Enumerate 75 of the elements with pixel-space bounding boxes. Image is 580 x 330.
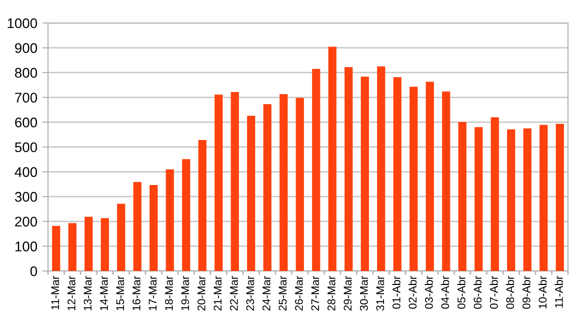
bar: [117, 204, 126, 271]
bar: [556, 124, 564, 271]
x-tick-label: 19-Mar: [181, 276, 190, 310]
x-tick-label: 30-Mar: [360, 276, 368, 311]
x-tick-label: 11-Abr: [554, 276, 563, 308]
x-tick-label: 20-Mar: [197, 276, 206, 310]
x-tick-label: 22-Mar: [230, 276, 238, 310]
bar: [182, 159, 190, 271]
bar: [393, 77, 402, 271]
x-tick-label: 23-Mar: [246, 276, 254, 310]
bar: [52, 226, 60, 271]
x-tick-label: 25-Mar: [278, 276, 287, 310]
bar: [133, 182, 142, 271]
bar: [360, 76, 369, 271]
bar: [150, 184, 158, 271]
bar: [344, 67, 353, 271]
x-tick-label: 10-Abr: [538, 276, 547, 308]
x-tick-label: 24-Mar: [262, 276, 270, 310]
x-tick-label: 06-Abr: [473, 276, 482, 309]
x-tick-label: 27-Mar: [311, 276, 320, 310]
x-tick-label: 14-Mar: [100, 276, 108, 310]
x-tick-label: 05-Abr: [457, 276, 466, 309]
bar: [523, 128, 532, 271]
bar: [377, 66, 386, 271]
y-tick-label: 1000: [8, 18, 38, 28]
bar: [230, 92, 239, 271]
x-tick-label: 15-Mar: [116, 276, 124, 310]
x-tick-label: 03-Abr: [424, 276, 433, 309]
bar: [166, 169, 174, 271]
bar: [263, 104, 272, 271]
bar: [84, 216, 93, 271]
y-tick-label: 0: [30, 266, 38, 276]
bar: [410, 86, 418, 271]
x-tick-label: 02-Abr: [408, 276, 417, 309]
bar: [68, 223, 76, 271]
y-tick-label: 200: [15, 216, 38, 227]
y-tick-label: 100: [15, 242, 38, 252]
x-tick-label: 28-Mar: [327, 276, 336, 310]
x-tick-label: 26-Mar: [294, 276, 303, 310]
x-tick-label: 17-Mar: [148, 276, 157, 310]
x-tick-label: 31-Mar: [376, 276, 384, 311]
bar: [296, 98, 304, 271]
x-tick-label: 13-Mar: [84, 276, 92, 310]
x-tick-label: 29-Mar: [344, 276, 352, 310]
x-tick-label: 16-Mar: [132, 276, 140, 310]
bar: [100, 218, 109, 271]
bar: [426, 82, 434, 271]
x-tick-label: 07-Abr: [490, 276, 498, 309]
bar: [540, 124, 548, 271]
x-tick-label: 09-Abr: [522, 276, 530, 309]
y-tick-label: 800: [15, 68, 38, 78]
x-tick-label: 18-Mar: [164, 276, 173, 310]
bar: [247, 116, 256, 271]
bar: [458, 122, 466, 271]
bar: [507, 129, 516, 271]
bar: [328, 46, 336, 271]
bar: [490, 117, 499, 271]
x-tick-label: 21-Mar: [214, 276, 222, 310]
y-tick-label: 300: [14, 192, 38, 202]
y-tick-label: 400: [14, 167, 38, 177]
x-tick-label: 01-Abr: [392, 276, 400, 309]
x-tick-label: 04-Abr: [440, 276, 450, 309]
bar: [312, 68, 320, 271]
x-tick-label: 11-Mar: [51, 276, 60, 310]
bar: [214, 94, 223, 271]
y-tick-label: 900: [15, 43, 38, 53]
bar: [474, 127, 483, 271]
x-tick-label: 12-Mar: [67, 276, 76, 310]
y-tick-label: 500: [14, 142, 38, 152]
bar: [442, 91, 450, 271]
bar: [198, 140, 206, 271]
y-tick-label: 700: [15, 92, 38, 103]
bar: [280, 94, 288, 271]
x-tick-label: 08-Abr: [506, 276, 514, 309]
y-tick-label: 600: [15, 118, 38, 128]
